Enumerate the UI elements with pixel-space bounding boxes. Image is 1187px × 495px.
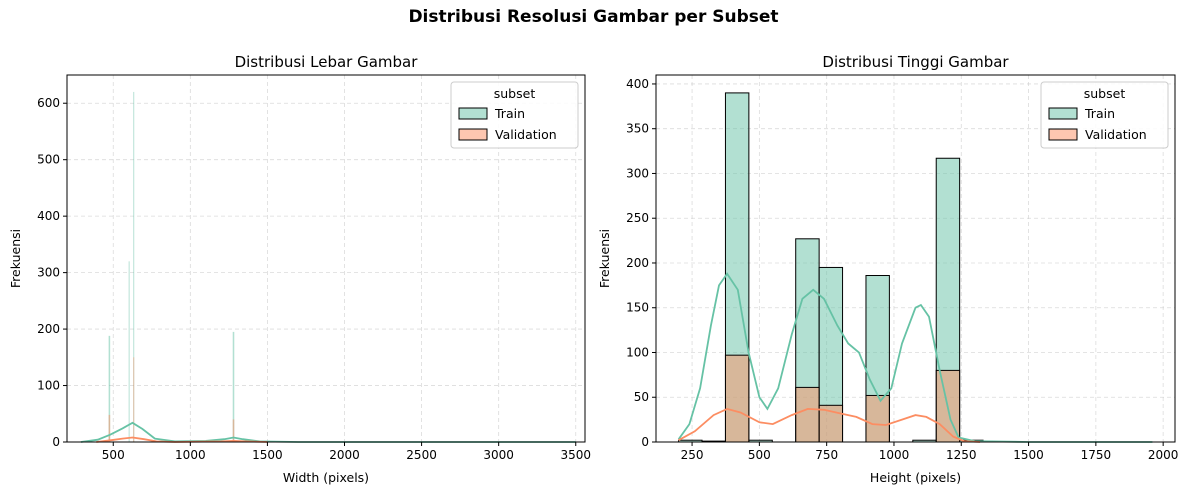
y-tick-label: 250 [626,211,649,225]
y-tick-label: 150 [626,301,649,315]
y-tick-label: 400 [626,77,649,91]
figure-title: Distribusi Resolusi Gambar per Subset [408,7,779,27]
x-tick-label: 750 [815,448,838,462]
validation-kde-line [96,436,268,443]
train-bar [133,91,135,442]
x-axis-label: Width (pixels) [283,470,369,485]
y-tick-label: 200 [37,322,60,336]
legend-title: subset [494,86,536,101]
train-bar [128,261,130,442]
y-tick-label: 300 [626,166,649,180]
x-tick-label: 500 [102,448,125,462]
y-tick-label: 100 [37,379,60,393]
train-kde-line [80,421,576,443]
y-tick-label: 50 [634,390,649,404]
validation-bar [865,394,890,443]
validation-bar [795,386,820,443]
y-tick-label: 200 [626,256,649,270]
y-tick-label: 100 [626,345,649,359]
y-tick-label: 600 [37,96,60,110]
x-tick-label: 1000 [175,448,206,462]
x-tick-label: 2000 [1148,448,1179,462]
x-tick-label: 3500 [560,448,591,462]
y-tick-label: 400 [37,209,60,223]
legend-label-validation: Validation [1085,127,1147,142]
legend-swatch-train [1048,107,1078,120]
x-axis-label: Height (pixels) [870,470,961,485]
x-tick-label: 500 [748,448,771,462]
legend-label-train: Train [1084,106,1115,121]
x-tick-label: 2000 [329,448,360,462]
validation-bar [724,354,750,443]
plot-frame [66,74,586,443]
train-bar [108,335,111,442]
legend-label-train: Train [494,106,525,121]
legend-swatch-validation [1048,128,1078,141]
x-tick-label: 250 [681,448,704,462]
legend-title: subset [1084,86,1126,101]
x-tick-label: 1500 [252,448,283,462]
y-axis-label: Frekuensi [597,229,612,288]
y-tick-label: 0 [641,435,649,449]
validation-bar [108,414,111,442]
x-tick-label: 1750 [1081,448,1112,462]
plot-frame [655,74,1176,443]
x-tick-label: 1000 [879,448,910,462]
validation-kde-line [678,407,981,443]
y-tick-label: 300 [37,266,60,280]
legend-swatch-validation [458,128,488,141]
x-tick-label: 2500 [406,448,437,462]
width-histogram-panel: 500 1000 1500 2000 2500 3000 3500 0 100 200 300 400… [8,53,591,485]
chart-title: Distribusi Lebar Gambar [235,53,419,71]
height-histogram-panel: 250 500 750 1000 1250 1500 1750 2000 0 50 100 150 20… [597,53,1178,485]
x-tick-label: 1500 [1013,448,1044,462]
x-tick-label: 1250 [946,448,977,462]
y-tick-label: 350 [626,122,649,136]
validation-bar [133,357,135,442]
y-tick-label: 0 [52,435,60,449]
y-axis-label: Frekuensi [8,229,23,288]
validation-bar [232,419,235,442]
legend-label-validation: Validation [495,127,557,142]
train-bar [232,331,235,442]
legend-swatch-train [458,107,488,120]
x-tick-label: 3000 [483,448,514,462]
train-kde-line [677,272,1153,443]
chart-title: Distribusi Tinggi Gambar [822,53,1009,71]
y-tick-label: 500 [37,153,60,167]
